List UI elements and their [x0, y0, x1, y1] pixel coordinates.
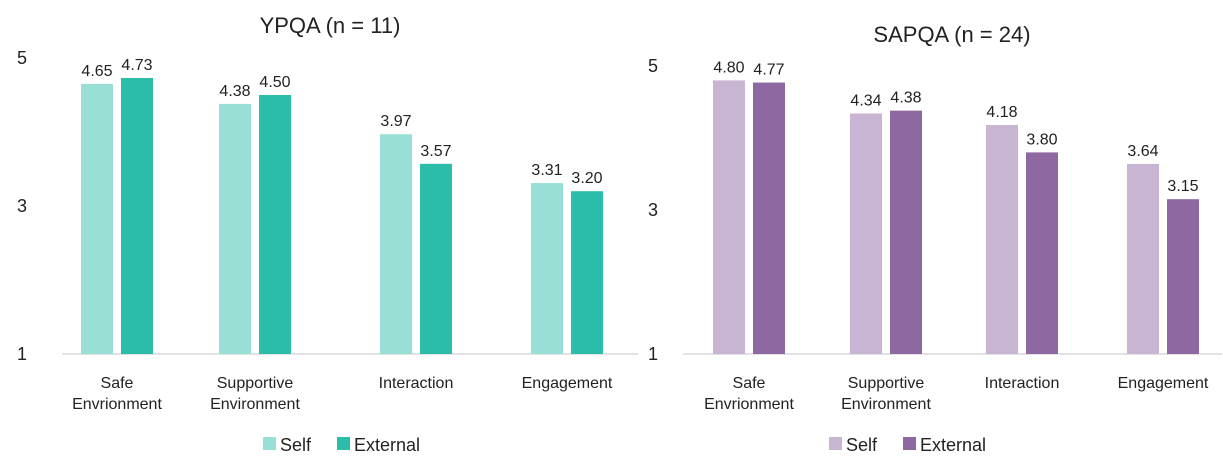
- data-label: 3.64: [1127, 143, 1158, 160]
- bar-self-3: [380, 134, 412, 354]
- data-labels: 4.65 4.73 4.38 4.50 3.97 3.57 3.31 3.20: [81, 57, 602, 187]
- data-label: 4.77: [753, 62, 784, 79]
- data-label: 4.80: [713, 59, 744, 76]
- x-category-label: Safe Envrionment: [72, 375, 162, 413]
- bar-self-1: [81, 83, 113, 355]
- data-label: 3.57: [420, 143, 451, 160]
- data-label: 3.97: [380, 113, 411, 130]
- x-axis-categories: Safe Envrionment Supportive Environment Inte…: [704, 375, 1209, 413]
- y-tick-label: 1: [17, 344, 27, 364]
- y-tick-label: 3: [648, 200, 658, 220]
- bar-group: [713, 80, 1199, 355]
- bar-external-4: [1167, 199, 1199, 354]
- legend: Self External: [263, 435, 420, 455]
- bar-self-3: [986, 125, 1018, 354]
- y-tick-label: 3: [17, 196, 27, 216]
- y-tick-label: 1: [648, 344, 658, 364]
- data-label: 3.15: [1167, 178, 1198, 195]
- data-labels: 4.80 4.77 4.34 4.38 4.18 3.80 3.64 3.15: [713, 59, 1198, 195]
- x-category-label: Safe Envrionment: [704, 375, 794, 413]
- data-label: 4.50: [259, 74, 290, 91]
- bar-external-2: [259, 95, 291, 354]
- x-category-label: Engagement: [1118, 375, 1209, 392]
- bar-self-2: [219, 103, 251, 354]
- legend-label: Self: [280, 435, 312, 455]
- bar-external-1: [753, 82, 785, 354]
- bar-self-2: [850, 113, 882, 355]
- x-category-label: Interaction: [379, 375, 454, 392]
- legend-label: Self: [846, 435, 878, 455]
- legend-label: External: [920, 435, 986, 455]
- bar-self-4: [1127, 163, 1159, 354]
- x-category-label: Supportive Environment: [841, 375, 931, 413]
- legend: Self External: [829, 435, 986, 455]
- chart-ypqa: YPQA (n = 11) 1 3 5 4.65 4.73 4.38 4.50 3.97 3.…: [17, 13, 638, 455]
- data-label: 4.65: [81, 63, 112, 80]
- bar-group: [81, 77, 603, 355]
- bar-self-4: [531, 183, 563, 354]
- data-label: 4.38: [219, 83, 250, 100]
- data-label: 3.80: [1026, 131, 1057, 148]
- bar-external-2: [890, 110, 922, 354]
- bar-self-1: [713, 80, 745, 355]
- legend-swatch-self: [263, 437, 276, 450]
- data-label: 4.38: [890, 90, 921, 107]
- bar-external-3: [420, 163, 452, 354]
- data-label: 4.73: [121, 57, 152, 74]
- legend-swatch-external: [337, 437, 350, 450]
- data-label: 3.31: [531, 162, 562, 179]
- legend-swatch-self: [829, 437, 842, 450]
- y-axis: 1 3 5: [17, 48, 27, 364]
- x-category-label: Supportive Environment: [210, 375, 300, 413]
- data-label: 3.20: [571, 170, 602, 187]
- y-tick-label: 5: [17, 48, 27, 68]
- data-label: 4.34: [850, 93, 881, 110]
- y-axis: 1 3 5: [648, 56, 658, 364]
- x-category-label: Interaction: [985, 375, 1060, 392]
- legend-label: External: [354, 435, 420, 455]
- bar-external-1: [121, 77, 153, 354]
- legend-swatch-external: [903, 437, 916, 450]
- chart-title: SAPQA (n = 24): [873, 22, 1030, 47]
- bar-external-4: [571, 191, 603, 354]
- chart-title: YPQA (n = 11): [260, 13, 401, 38]
- bar-external-3: [1026, 152, 1058, 354]
- x-category-label: Engagement: [522, 375, 613, 392]
- chart-sapqa: SAPQA (n = 24) 1 3 5 4.80 4.77 4.34 4.38 4.18 3…: [648, 22, 1222, 455]
- y-tick-label: 5: [648, 56, 658, 76]
- data-label: 4.18: [986, 104, 1017, 121]
- x-axis-categories: Safe Envrionment Supportive Environment Inte…: [72, 375, 613, 413]
